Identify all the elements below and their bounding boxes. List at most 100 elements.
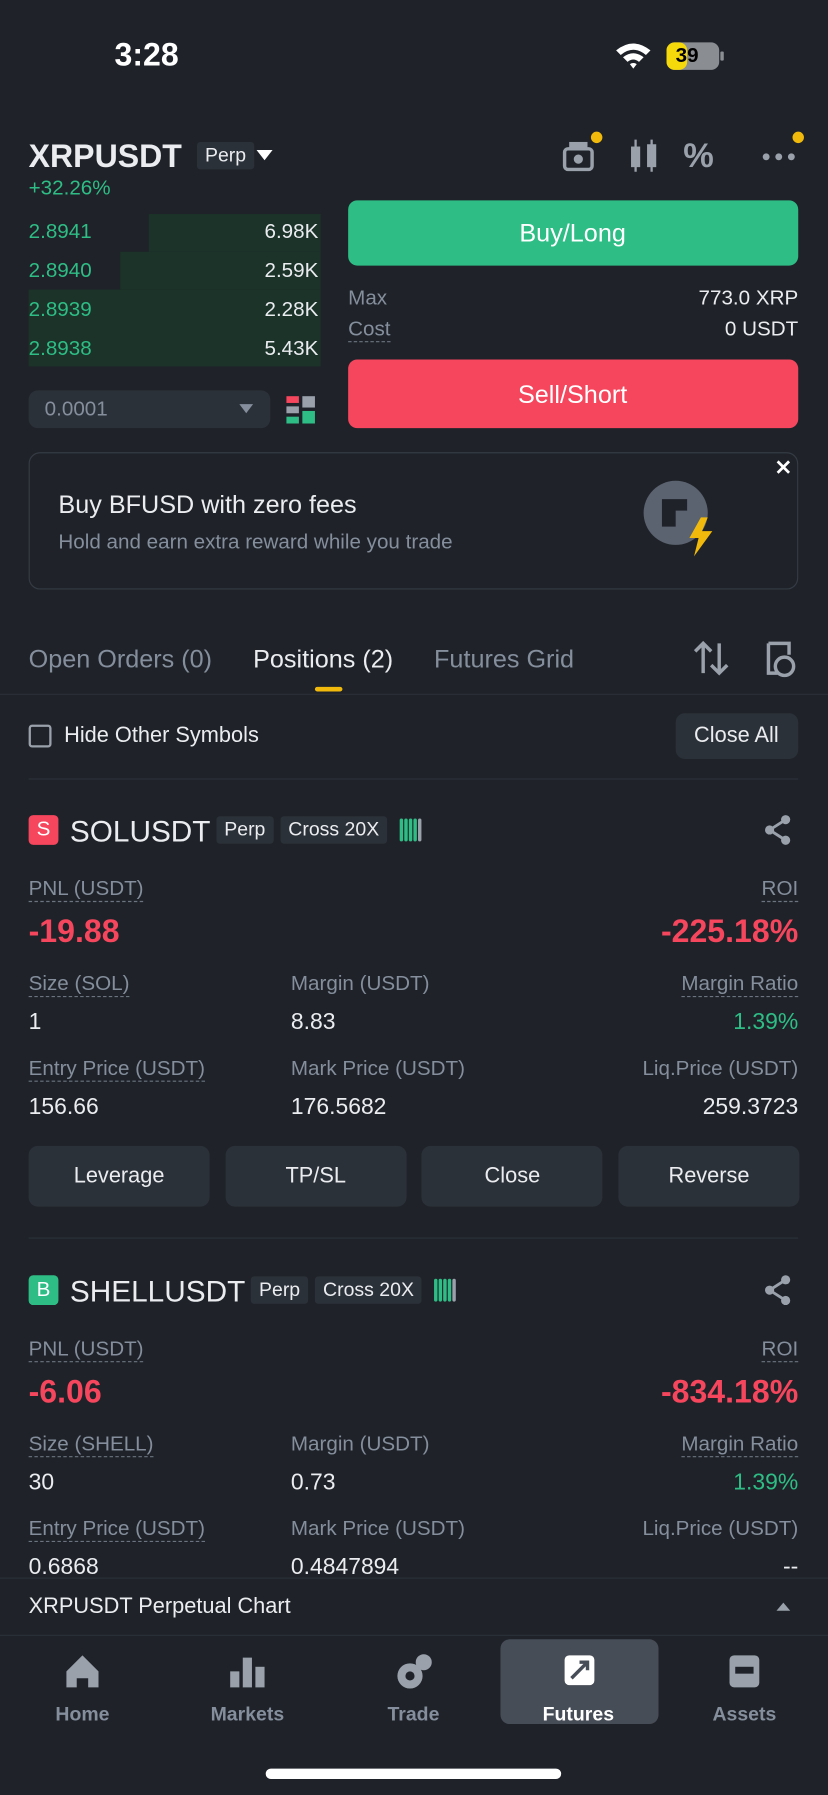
close-all-button[interactable]: [675, 713, 799, 759]
tab[interactable]: Positions (2): [253, 644, 394, 673]
size-value: 30: [28, 1469, 55, 1496]
margin-value: 0.73: [290, 1469, 336, 1496]
chart-bar[interactable]: [0, 1577, 828, 1635]
tab-indicator: [314, 686, 343, 692]
side-letter: S: [36, 817, 51, 841]
signal-bar: [418, 818, 421, 842]
bid-amount: 2.59K: [264, 258, 319, 282]
divider: [28, 778, 799, 780]
entry-value: 0.6868: [28, 1554, 99, 1580]
layout-icon[interactable]: [286, 396, 316, 424]
chart-caret: [776, 1602, 791, 1611]
margin-ratio-label: Margin Ratio: [681, 972, 799, 997]
nav-icons: [66, 1654, 760, 1689]
home-indicator: [265, 1768, 562, 1779]
sell-label[interactable]: Sell/Short: [517, 379, 628, 409]
mark-label: Mark Price (USDT): [290, 1517, 465, 1541]
bid-price: 2.8938: [28, 335, 92, 359]
banner-title: Buy BFUSD with zero fees: [58, 489, 357, 519]
checkbox[interactable]: [28, 724, 52, 748]
promo-banner[interactable]: [28, 452, 799, 590]
mark-label: Mark Price (USDT): [290, 1057, 465, 1080]
bid-price: 2.8940: [28, 258, 92, 282]
signal-bar: [434, 1278, 438, 1302]
margin-label: Margin (USDT): [290, 1432, 430, 1456]
buy-label[interactable]: Buy/Long: [519, 218, 626, 247]
tick-size-select[interactable]: [28, 390, 271, 429]
signal-bar: [413, 818, 417, 842]
action-label[interactable]: Close: [484, 1163, 541, 1188]
mark-value: 0.4847894: [290, 1554, 400, 1580]
margin-ratio-value: 1.39%: [733, 1469, 799, 1496]
pnl-value: -6.06: [28, 1374, 102, 1410]
position-symbol: SHELLUSDT: [69, 1273, 246, 1309]
action-label[interactable]: Leverage: [73, 1163, 165, 1188]
mark-value: 176.5682: [290, 1094, 387, 1120]
entry-label: Entry Price (USDT): [28, 1517, 206, 1542]
liq-value: 259.3723: [702, 1094, 799, 1120]
tick-size[interactable]: 0.0001: [44, 397, 108, 421]
action-button[interactable]: [225, 1145, 407, 1207]
filter-label[interactable]: Hide Other Symbols: [64, 723, 259, 748]
margin-value: 8.83: [290, 1009, 336, 1035]
buy-button[interactable]: [348, 200, 799, 266]
depth-bar: [28, 289, 321, 367]
tab[interactable]: Open Orders (0): [28, 644, 213, 673]
pnl-label: PNL (USDT): [28, 877, 144, 902]
divider: [0, 693, 828, 695]
depth-bar: [148, 214, 321, 252]
bid-price: 2.8939: [28, 297, 92, 321]
margin-mode-badge: Cross 20X: [280, 816, 388, 844]
signal-bar: [404, 818, 408, 842]
chart-bar-label[interactable]: XRPUSDT Perpetual Chart: [28, 1594, 291, 1619]
nav-label[interactable]: Assets: [712, 1703, 777, 1726]
header-icons: %: [562, 131, 804, 175]
sell-button[interactable]: [348, 359, 799, 429]
action-button[interactable]: [618, 1145, 800, 1207]
nav-label[interactable]: Futures: [542, 1703, 615, 1726]
close-all-label[interactable]: Close All: [694, 723, 779, 748]
tab-icons[interactable]: [693, 639, 802, 678]
position-symbol: SOLUSDT: [69, 813, 211, 849]
margin-mode-badge: Cross 20X: [315, 1276, 422, 1304]
share-icon[interactable]: [763, 814, 795, 846]
side-badge: [28, 815, 59, 845]
action-label[interactable]: TP/SL: [285, 1163, 346, 1188]
svg-text:%: %: [683, 137, 714, 175]
close-banner[interactable]: [775, 459, 791, 475]
nav-label[interactable]: Markets: [210, 1703, 285, 1726]
signal-bar: [439, 1278, 443, 1302]
bid-amount: 5.43K: [264, 335, 319, 359]
bid-price: 2.8941: [28, 220, 92, 244]
promo-icon: [643, 480, 713, 557]
action-button[interactable]: [421, 1145, 603, 1207]
margin-ratio-value: 1.39%: [733, 1009, 799, 1035]
nav-label[interactable]: Trade: [387, 1703, 440, 1726]
action-label[interactable]: Reverse: [668, 1163, 750, 1188]
size-value: 1: [28, 1009, 42, 1035]
divider: [28, 1237, 799, 1239]
pnl-label: PNL (USDT): [28, 1337, 144, 1363]
signal-bar: [448, 1278, 452, 1302]
nav-label[interactable]: Home: [55, 1703, 110, 1726]
depth-bar: [120, 251, 321, 290]
bid-amount: 2.28K: [264, 297, 319, 321]
size-label: Size (SHELL): [28, 1432, 154, 1458]
roi-label: ROI: [761, 877, 799, 902]
banner-subtitle: Hold and earn extra reward while you tra…: [58, 530, 453, 554]
max-value: 773.0 XRP: [698, 286, 799, 310]
side-letter: B: [36, 1278, 51, 1301]
tab[interactable]: Futures Grid: [434, 644, 575, 673]
action-button[interactable]: [28, 1145, 210, 1207]
status-icons: [616, 42, 724, 70]
dropdown-caret[interactable]: [255, 148, 273, 162]
price-change: +32.26%: [28, 176, 111, 200]
side-badge: [28, 1275, 59, 1306]
liq-label: Liq.Price (USDT): [642, 1057, 799, 1080]
size-label: Size (SOL): [28, 972, 130, 997]
pnl-value: -19.88: [28, 913, 120, 950]
contract-badge: Perp: [196, 142, 255, 170]
share-icon[interactable]: [763, 1274, 795, 1306]
